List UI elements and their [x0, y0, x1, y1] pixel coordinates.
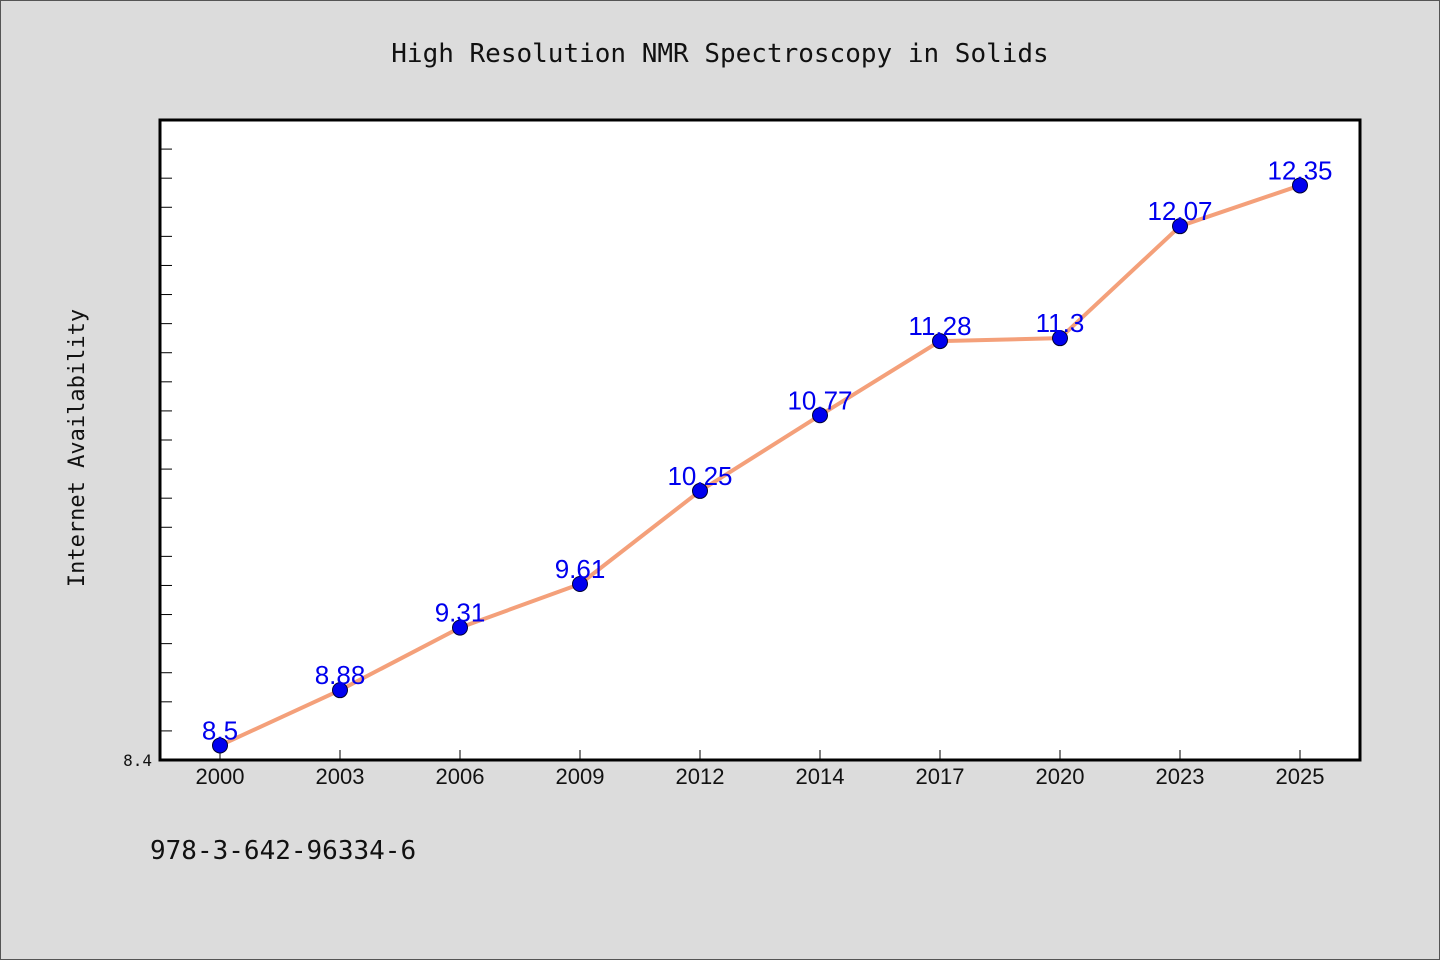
data-label: 12.35 [1267, 155, 1332, 185]
data-label: 12.07 [1147, 196, 1212, 226]
data-label: 11.28 [908, 311, 971, 341]
data-label: 8.5 [202, 715, 238, 745]
x-tick-label: 2000 [196, 764, 245, 789]
y-axis-label: Internet Availability [65, 309, 90, 587]
chart-title: High Resolution NMR Spectroscopy in Soli… [391, 39, 1048, 69]
plot-area [158, 118, 1362, 762]
data-point [692, 482, 708, 499]
data-point [452, 619, 468, 636]
data-point [1052, 330, 1068, 347]
series-line [219, 183, 1301, 748]
x-tick-label: 2020 [1036, 764, 1085, 789]
y-axis-ticks: 8.4 [123, 119, 172, 770]
data-label: 10.25 [667, 461, 732, 491]
x-tick-label: 2006 [436, 764, 485, 789]
data-label: 9.31 [435, 598, 486, 628]
x-tick-label: 2017 [916, 764, 965, 789]
data-point [1172, 218, 1188, 235]
x-tick-label: 2025 [1276, 764, 1325, 789]
data-point [212, 737, 228, 754]
data-point [932, 333, 948, 350]
data-point [1292, 177, 1308, 194]
isbn-text: 978-3-642-96334-6 [150, 836, 417, 866]
data-point [812, 407, 828, 424]
data-label: 10.77 [787, 385, 852, 415]
data-label: 8.88 [315, 660, 366, 690]
x-tick-label: 2014 [796, 764, 845, 789]
data-label: 11.3 [1036, 308, 1085, 338]
series-group: 8.5 8.88 9.31 9.61 10.25 10.77 11.28 11.3 12.07 1… [202, 155, 1333, 754]
x-axis-ticks: 2000 2003 2006 2009 2012 2014 2017 2020 2023 2025 [196, 750, 1325, 789]
data-label: 9.61 [555, 554, 606, 584]
x-tick-label: 2012 [676, 764, 725, 789]
data-point [572, 576, 588, 592]
x-tick-label: 2023 [1156, 764, 1205, 789]
x-tick-label: 2003 [316, 764, 365, 789]
y-tick-label: 8.4 [123, 751, 152, 770]
data-point [332, 682, 348, 699]
x-tick-label: 2009 [556, 764, 605, 789]
